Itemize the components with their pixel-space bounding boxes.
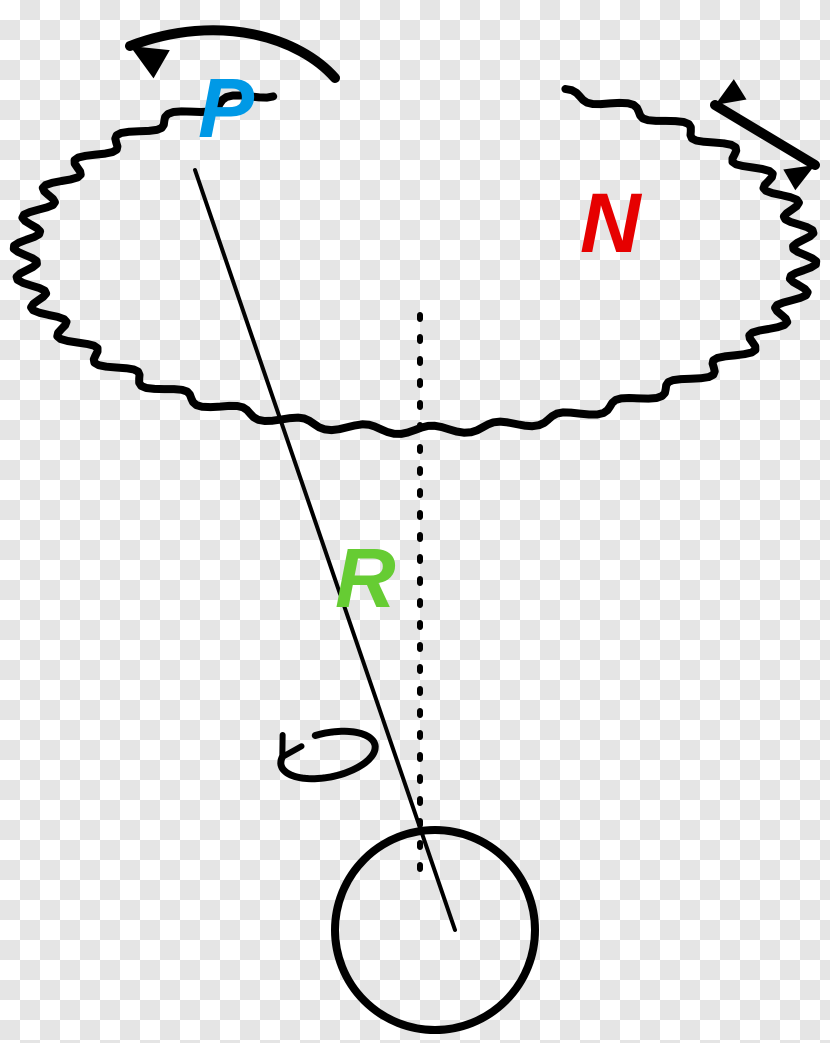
rotation-arrow-head [282, 735, 301, 757]
nutation-ring [14, 89, 816, 434]
precession-arrow-head [130, 46, 170, 78]
nutation-arrow-head-2 [783, 165, 815, 190]
label-rotation: R [335, 530, 396, 627]
diagram-stage [0, 0, 830, 1043]
spin-axis-line [195, 170, 455, 930]
nutation-arrow-head-1 [715, 79, 747, 105]
rotation-arrow-ellipse [281, 731, 375, 778]
label-precession: P [198, 60, 254, 157]
label-nutation: N [580, 175, 641, 272]
bob-circle [335, 830, 535, 1030]
